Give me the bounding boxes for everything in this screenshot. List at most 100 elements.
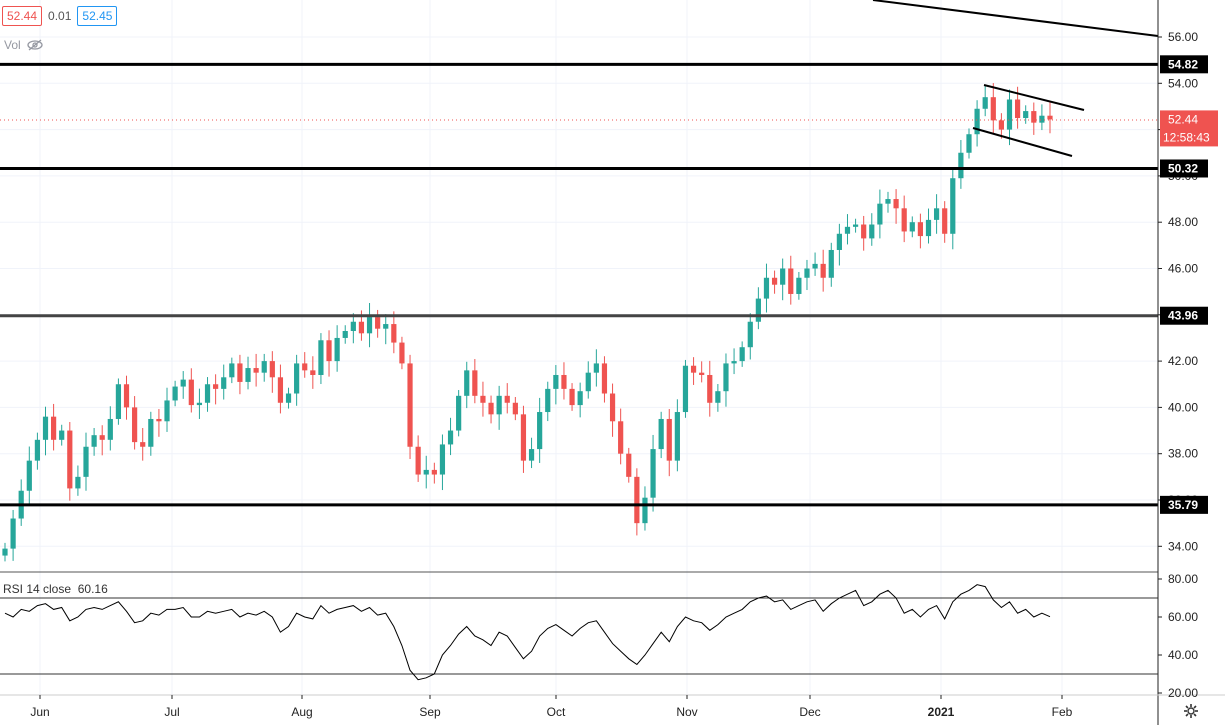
candle (310, 356, 316, 389)
candle-body (42, 416, 49, 440)
candle-body (277, 377, 284, 403)
candle (942, 201, 948, 243)
candle (107, 406, 113, 451)
candle (447, 417, 454, 456)
candle (626, 447, 632, 483)
candle-body (731, 361, 737, 364)
level-tag-label: 43.96 (1168, 309, 1198, 323)
candle (618, 408, 624, 465)
candle-body (123, 384, 130, 408)
candle (245, 356, 251, 390)
horizontal-levels (0, 62, 1158, 507)
candle-body (2, 548, 8, 556)
rsi-legend: RSI 14 close 60.16 (3, 582, 108, 596)
candle (10, 509, 16, 561)
flag-upper-line[interactable] (983, 84, 1085, 111)
candle-body (180, 379, 186, 387)
trendline-resistance-top[interactable] (872, 0, 1159, 37)
candle-body (107, 418, 113, 440)
candle-body (804, 268, 810, 278)
rsi-line (4, 584, 1051, 681)
candle (148, 411, 154, 456)
bid-price[interactable]: 52.44 (2, 6, 43, 26)
candle (893, 189, 899, 224)
candle (731, 348, 737, 375)
candle (650, 434, 656, 512)
y-tick-label: 42.00 (1168, 354, 1198, 368)
candle (933, 194, 940, 234)
candle-body (1006, 99, 1013, 130)
candle-body (771, 277, 778, 285)
candle-body (480, 395, 486, 403)
x-tick-label: Oct (547, 705, 566, 719)
candle (326, 330, 332, 377)
candle (601, 356, 608, 403)
candle-body (261, 361, 267, 373)
candle (439, 434, 446, 491)
candle-body (391, 324, 397, 343)
candle (34, 432, 41, 470)
candle-body (909, 222, 915, 232)
candle-body (763, 277, 770, 299)
candle (75, 465, 81, 496)
candle-body (75, 476, 81, 489)
candle (431, 462, 437, 484)
candle (747, 313, 753, 360)
candle-body (836, 233, 842, 250)
candle-body (512, 402, 518, 415)
gear-icon[interactable] (1183, 703, 1199, 719)
candle (115, 378, 122, 425)
level-tag-label: 35.79 (1168, 498, 1198, 512)
candle (553, 365, 559, 405)
countdown-label: 12:58:43 (1163, 130, 1210, 144)
candle-body (537, 412, 543, 450)
candle (26, 446, 32, 505)
candle-body (1023, 111, 1029, 119)
y-tick-label: 48.00 (1168, 215, 1198, 229)
candle-body (966, 134, 972, 153)
candle-body (520, 414, 527, 461)
candle-body (115, 384, 122, 419)
candle (634, 468, 640, 536)
candle (828, 242, 834, 287)
candle-body (553, 374, 559, 389)
candle (302, 352, 308, 378)
candle-body (812, 263, 818, 269)
candle-body (399, 342, 405, 364)
candle (1023, 105, 1029, 124)
candle (188, 368, 194, 413)
ask-price[interactable]: 52.45 (77, 6, 118, 26)
candle (788, 255, 794, 305)
candle-body (132, 407, 138, 443)
candle-body (326, 340, 332, 362)
candle (699, 361, 705, 383)
candle-body (747, 321, 753, 348)
x-tick-label: Feb (1052, 705, 1073, 719)
candle-body (294, 363, 300, 394)
candle (391, 311, 397, 354)
candle (213, 374, 219, 405)
candle-body (844, 226, 851, 234)
candle-body (310, 370, 316, 375)
candle-body (1014, 99, 1021, 119)
candle-body (715, 391, 721, 403)
candle-body (893, 199, 899, 209)
eye-hidden-icon[interactable] (27, 39, 43, 51)
candle (609, 383, 616, 437)
candle (520, 405, 527, 473)
candle (172, 380, 178, 407)
candle-body (253, 368, 259, 373)
level-tag (1160, 55, 1208, 74)
candle-body (820, 263, 826, 278)
time-axis[interactable]: Jun Jul Aug Sep Oct Nov Dec 2021 Feb (30, 695, 1073, 719)
rsi-pane (0, 584, 1158, 681)
candle-body (172, 386, 178, 401)
y-tick-label: 46.00 (1168, 262, 1198, 276)
candle-body (828, 249, 834, 278)
candle-body (528, 449, 535, 461)
candle (423, 455, 429, 489)
candle-body (885, 199, 891, 204)
candle-body (34, 439, 41, 461)
flag-lower-line[interactable] (972, 127, 1073, 157)
